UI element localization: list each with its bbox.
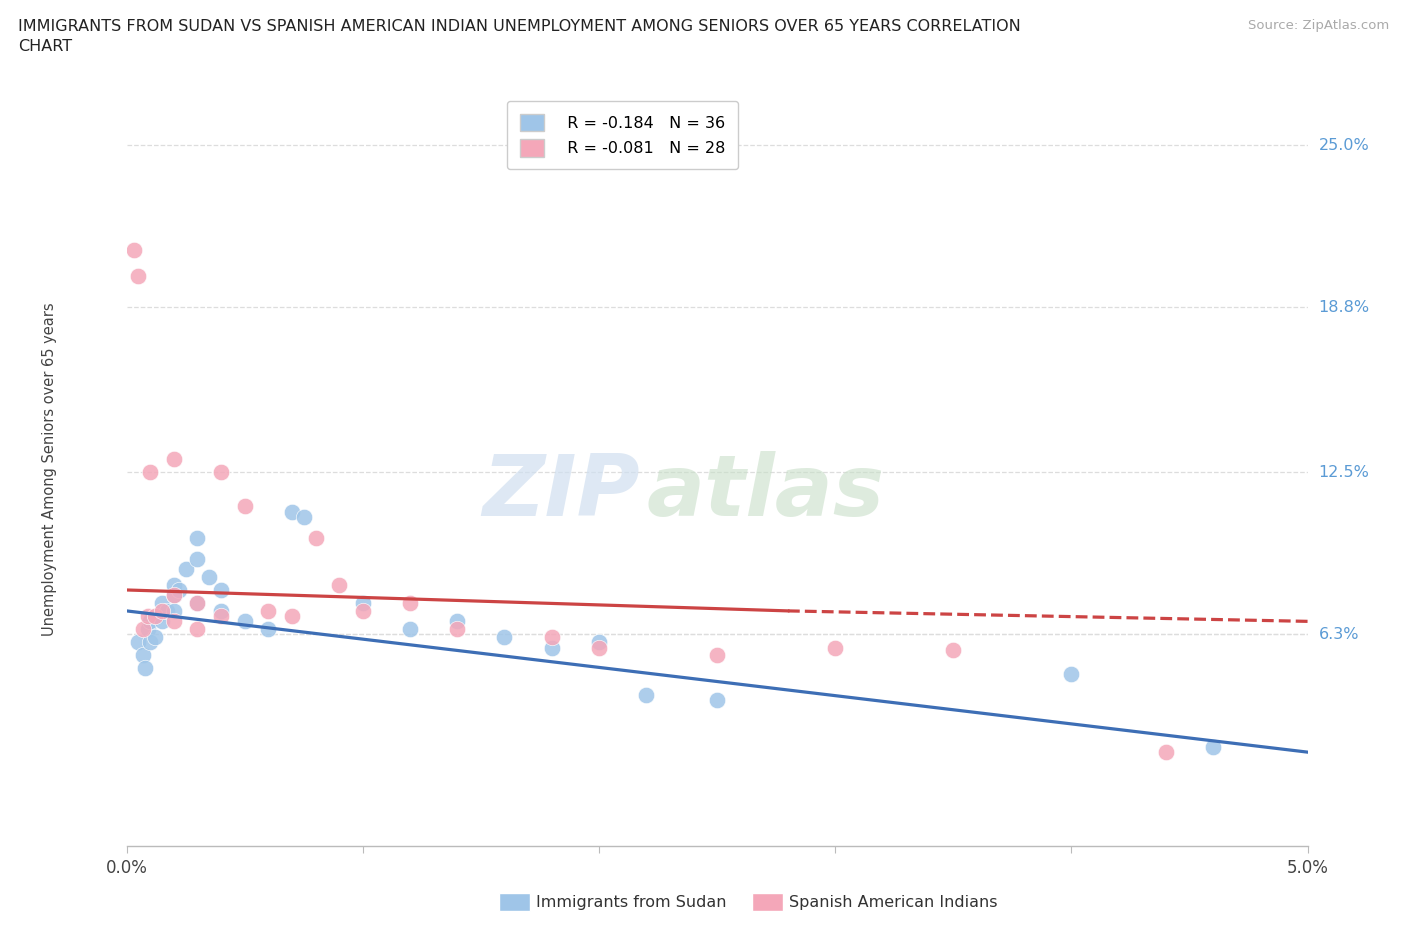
Point (942, 643, 965, 658)
Text: Source: ZipAtlas.com: Source: ZipAtlas.com (1249, 19, 1389, 32)
Text: 18.8%: 18.8% (1319, 300, 1369, 315)
Point (132, 622, 155, 637)
Point (1060, 666, 1083, 681)
Point (636, 687, 658, 702)
Point (209, 465, 232, 480)
Text: atlas: atlas (647, 451, 884, 534)
Text: Spanish American Indians: Spanish American Indians (789, 895, 997, 910)
Point (292, 510, 315, 525)
Point (209, 604, 232, 618)
Point (163, 588, 186, 603)
Point (281, 609, 304, 624)
Point (1154, 745, 1177, 760)
Point (257, 604, 280, 618)
Text: IMMIGRANTS FROM SUDAN VS SPANISH AMERICAN INDIAN UNEMPLOYMENT AMONG SENIORS OVER: IMMIGRANTS FROM SUDAN VS SPANISH AMERICA… (18, 19, 1021, 33)
Point (209, 582, 232, 597)
Point (127, 269, 149, 284)
Text: ZIP: ZIP (482, 451, 640, 534)
Point (163, 604, 186, 618)
Point (163, 452, 186, 467)
Point (588, 635, 610, 650)
Point (134, 661, 156, 676)
Point (399, 595, 422, 610)
Point (139, 635, 162, 650)
Point (352, 604, 374, 618)
Point (186, 595, 208, 610)
Point (1202, 739, 1225, 754)
Point (136, 609, 159, 624)
Point (163, 614, 186, 629)
Point (163, 578, 186, 592)
Text: 12.5%: 12.5% (1319, 465, 1369, 480)
Point (399, 622, 422, 637)
Point (150, 614, 173, 629)
Point (146, 609, 169, 624)
Legend:   R = -0.184   N = 36,   R = -0.081   N = 28: R = -0.184 N = 36, R = -0.081 N = 28 (508, 101, 738, 169)
Point (588, 640, 610, 655)
Point (209, 609, 232, 624)
Text: 6.3%: 6.3% (1319, 627, 1360, 642)
Point (127, 635, 149, 650)
Text: Immigrants from Sudan: Immigrants from Sudan (536, 895, 725, 910)
Text: Unemployment Among Seniors over 65 years: Unemployment Among Seniors over 65 years (42, 303, 58, 636)
Point (198, 569, 221, 584)
Point (132, 648, 155, 663)
Text: 25.0%: 25.0% (1319, 138, 1369, 153)
Point (156, 604, 179, 618)
Point (540, 630, 562, 644)
Point (233, 498, 256, 513)
Point (186, 530, 208, 545)
Point (139, 465, 162, 480)
Point (174, 562, 197, 577)
Point (494, 630, 516, 644)
Point (163, 588, 186, 603)
Point (186, 622, 208, 637)
Point (186, 595, 208, 610)
Point (706, 648, 728, 663)
Point (352, 595, 374, 610)
Point (257, 622, 280, 637)
Point (136, 622, 159, 637)
Point (143, 609, 166, 624)
Point (304, 530, 326, 545)
Point (150, 604, 173, 618)
Point (122, 243, 145, 258)
Point (281, 504, 304, 519)
Point (233, 614, 256, 629)
Point (446, 622, 468, 637)
Point (167, 582, 190, 597)
Point (706, 692, 728, 708)
Text: CHART: CHART (18, 39, 72, 54)
Point (540, 640, 562, 655)
Point (143, 630, 166, 644)
Point (186, 551, 208, 566)
Point (446, 614, 468, 629)
Point (328, 578, 350, 592)
Point (150, 595, 173, 610)
Point (139, 614, 162, 629)
Point (824, 640, 846, 655)
